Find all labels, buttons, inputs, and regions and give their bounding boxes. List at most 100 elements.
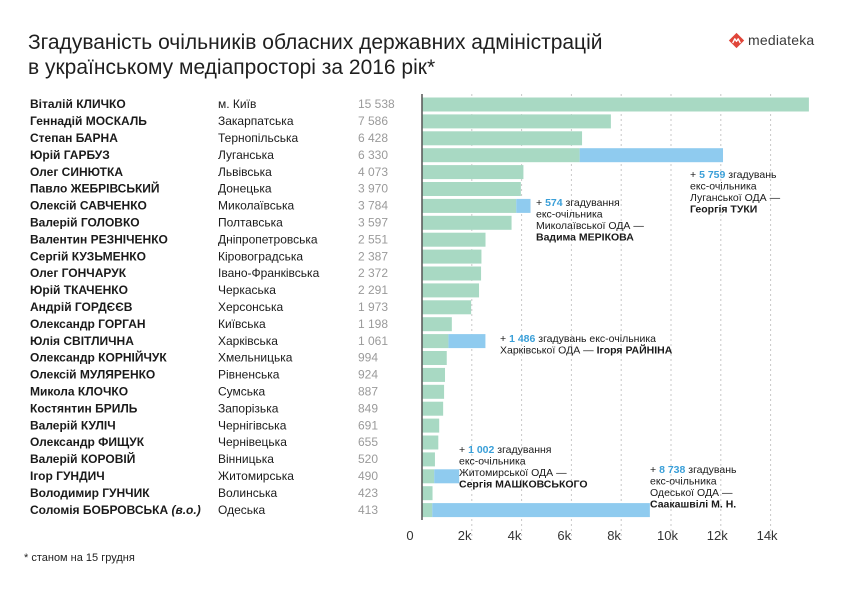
region-label: Черкаська [218,283,276,297]
region-label: Чернівецька [218,435,287,449]
mention-count: 1 973 [358,300,388,314]
leader-name: Сергій КУЗЬМЕНКО [30,249,146,263]
mention-count: 1 198 [358,317,388,331]
leader-name: Валерій КУЛІЧ [30,418,116,432]
leader-name: Павло ЖЕБРІВСЬКИЙ [30,181,160,196]
region-label: Вінницька [218,452,274,466]
mention-count: 655 [358,435,378,449]
leader-name: Олександр КОРНІЙЧУК [30,350,167,365]
region-label: Донецька [218,182,272,196]
bar-current [422,97,809,112]
region-label: Київська [218,317,266,331]
region-label: Житомирська [218,469,294,483]
mention-count: 924 [358,368,378,382]
leader-name: Ігор ГУНДИЧ [30,469,105,483]
region-label: Івано-Франківська [218,266,320,280]
mention-count: 2 551 [358,232,388,246]
bar-current [422,351,447,365]
leader-name: Валентин РЕЗНІЧЕНКО [30,232,168,246]
leader-name: Костянтин БРИЛЬ [30,401,138,415]
bar-current [422,249,482,264]
region-label: Рівненська [218,368,280,382]
region-label: Чернігівська [218,418,287,432]
region-label: Тернопільська [218,131,298,145]
region-label: Луганська [218,148,274,162]
x-tick-label: 14k [757,528,778,543]
mention-count: 1 061 [358,334,388,348]
leader-name: Олексій САВЧЕНКО [30,199,147,213]
region-label: Хмельницька [218,351,293,365]
bar-current [422,300,472,315]
bar-current [422,266,482,281]
bar-current [422,418,440,433]
leader-name: Олександр ГОРГАН [30,317,146,331]
bar-current [422,232,486,247]
chart-title: Згадуваність очільників обласних державн… [28,30,688,80]
mention-count: 520 [358,452,378,466]
bar-current [422,165,524,180]
leader-name: Олексій МУЛЯРЕНКО [30,368,155,382]
x-tick-label: 12k [707,528,728,543]
mention-count: 994 [358,351,378,365]
mention-count: 423 [358,486,378,500]
mention-count: 413 [358,503,378,517]
former-head-annotation: + 574 згадування екс-очільника Миколаївськ… [536,197,644,244]
bar-current [422,401,444,416]
leader-name: Юлія СВІТЛИЧНА [30,334,134,348]
x-tick-label: 6k [557,528,571,543]
former-head-annotation: + 1 002 згадування екс-очільника Житомирсь… [459,444,588,491]
bar-current [422,283,480,298]
region-label: Запорізька [218,401,279,415]
leader-name: Олександр ФИЩУК [30,435,145,449]
mediateka-logo-icon [728,32,745,48]
mention-count: 4 073 [358,165,388,179]
region-label: Полтавська [218,216,283,230]
bar-current [422,503,433,518]
former-head-annotation: + 1 486 згадувань екс-очільника Харківськ… [500,333,673,357]
bar-current [422,114,611,129]
bar-current [422,384,445,399]
leader-name: Валерій ГОЛОВКО [30,216,140,230]
region-label: Херсонська [218,300,284,314]
leader-name: Андрій ГОРДЄЄВ [30,300,133,314]
mention-count: 6 330 [358,148,388,162]
region-label: Сумська [218,385,266,399]
mention-count: 490 [358,469,378,483]
region-label: Одеська [218,503,266,517]
region-label: Харківська [218,334,278,348]
bar-former [579,148,724,163]
logo-text: mediateka [748,32,815,48]
bar-current [422,452,435,467]
region-label: Миколаївська [218,199,295,213]
mention-count: 3 970 [358,182,388,196]
bar-current [422,435,439,450]
leader-name: Олег ГОНЧАРУК [30,266,127,280]
region-label: м. Київ [218,97,256,111]
x-tick-label: 8k [607,528,621,543]
region-label: Львівська [218,165,272,179]
leader-name: Степан БАРНА [30,131,118,145]
bar-former [434,469,460,484]
mention-count: 849 [358,401,378,415]
leader-name: Віталій КЛИЧКО [30,97,126,111]
mention-count: 3 784 [358,199,388,213]
x-tick-label: 0 [406,528,413,543]
footnote: * станом на 15 грудня [24,552,135,564]
mention-count: 7 586 [358,114,388,128]
mention-count: 887 [358,385,378,399]
bar-former [516,198,531,213]
title-line-2: в українському медіапросторі за 2016 рік… [28,56,436,79]
region-label: Волинська [218,486,278,500]
mention-count: 15 538 [358,97,395,111]
title-line-1: Згадуваність очільників обласних державн… [28,31,603,54]
x-tick-label: 10k [657,528,678,543]
leader-name: Олег СИНЮТКА [30,165,123,179]
mediateka-logo[interactable]: mediateka [728,30,818,50]
region-label: Кіровоградська [218,249,303,263]
leader-name: Соломія БОБРОВСЬКА (в.о.) [30,503,201,517]
former-head-annotation: + 8 738 згадувань екс-очільника Одеської О… [650,464,737,511]
mention-count: 3 597 [358,216,388,230]
mention-count: 6 428 [358,131,388,145]
leader-name: Микола КЛОЧКО [30,385,128,399]
